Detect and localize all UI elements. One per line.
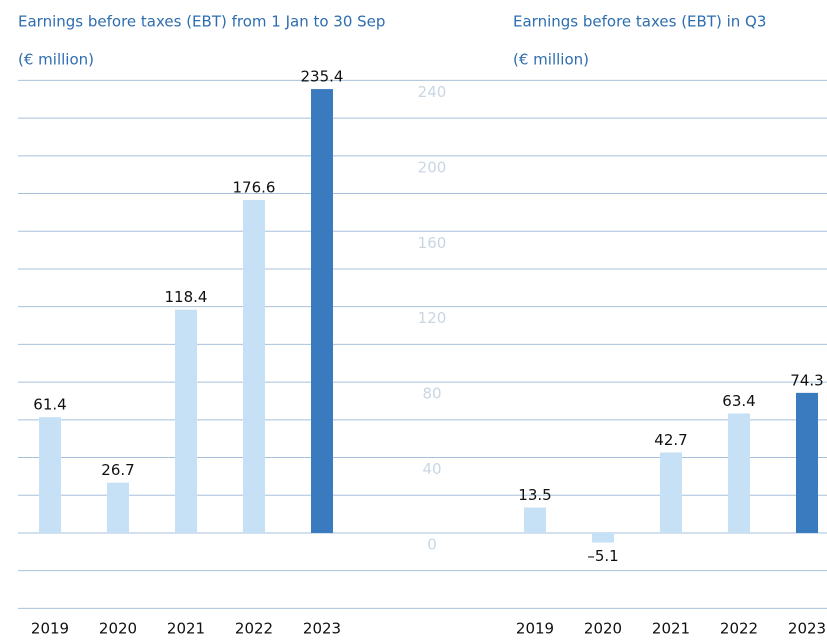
x-tick-label: 2021	[167, 620, 205, 638]
x-tick-label: 2020	[99, 620, 137, 638]
value-label: 42.7	[654, 431, 687, 449]
x-tick-label: 2019	[516, 620, 554, 638]
bar	[524, 507, 546, 533]
value-label: 118.4	[165, 288, 208, 306]
y-tick-label: 240	[418, 83, 447, 101]
chart-title: Earnings before taxes (EBT) in Q3	[513, 13, 766, 31]
y-tick-label: 160	[418, 234, 447, 252]
bar	[107, 482, 129, 533]
x-tick-label: 2021	[652, 620, 690, 638]
value-label: –5.1	[587, 547, 618, 565]
bar	[39, 417, 61, 533]
bar	[796, 392, 818, 533]
y-tick-label: 0	[427, 535, 437, 553]
chart-subtitle: (€ million)	[18, 51, 94, 69]
chart-subtitle: (€ million)	[513, 51, 589, 69]
x-tick-label: 2020	[584, 620, 622, 638]
chart-title: Earnings before taxes (EBT) from 1 Jan t…	[18, 13, 385, 31]
bar	[728, 413, 750, 533]
y-tick-label: 200	[418, 158, 447, 176]
bar	[592, 532, 614, 543]
y-tick-label: 80	[422, 385, 441, 403]
y-tick-label: 40	[422, 460, 441, 478]
value-label: 13.5	[518, 486, 551, 504]
x-tick-label: 2022	[720, 620, 758, 638]
x-tick-label: 2019	[31, 620, 69, 638]
value-label: 235.4	[301, 68, 344, 86]
bar	[311, 89, 333, 533]
value-label: 74.3	[790, 371, 823, 389]
value-label: 176.6	[233, 178, 276, 196]
bar	[660, 452, 682, 533]
x-tick-label: 2023	[303, 620, 341, 638]
value-label: 63.4	[722, 392, 755, 410]
bar	[243, 199, 265, 533]
bar	[175, 309, 197, 533]
x-tick-label: 2023	[788, 620, 826, 638]
x-tick-label: 2022	[235, 620, 273, 638]
value-label: 26.7	[101, 461, 134, 479]
value-label: 61.4	[33, 396, 66, 414]
y-tick-label: 120	[418, 309, 447, 327]
